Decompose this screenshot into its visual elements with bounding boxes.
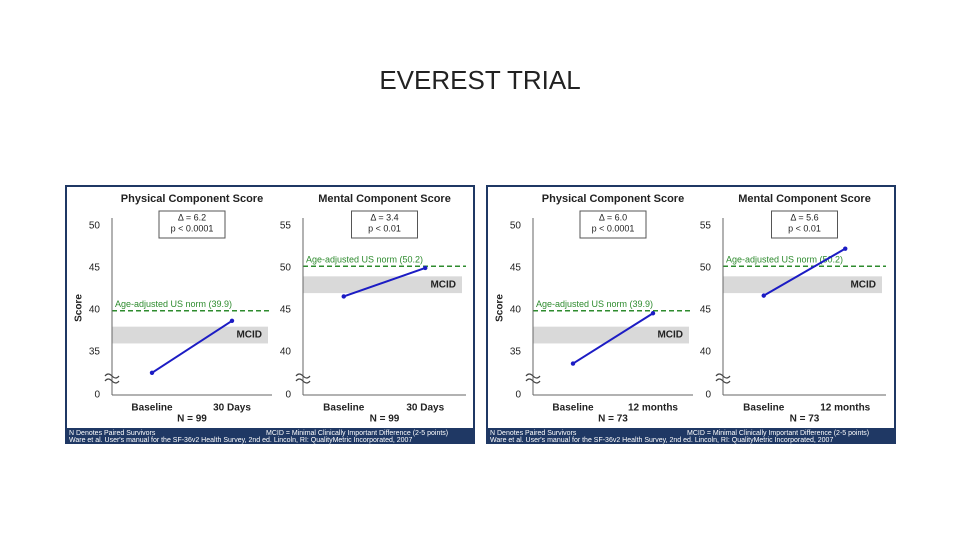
data-point [229,318,235,323]
y-tick-label: 45 [280,305,292,316]
y-tick-label: 35 [89,346,101,357]
data-point [843,246,848,251]
annotation: Δ = 3.4 [370,212,398,222]
mcid-label: MCID [657,330,683,341]
footer-note: MCID = Minimal Clinically Important Diff… [687,430,869,437]
annotation: Δ = 6.0 [599,212,627,222]
data-point [761,293,766,298]
y-tick-label: 40 [700,346,712,357]
annotation: p < 0.01 [368,223,401,233]
axis-break [295,373,311,384]
x-tick-label: Baseline [552,403,594,414]
n-label: N = 99 [370,414,400,425]
annotation-box [158,210,226,239]
n-label: N = 99 [177,414,207,425]
y-tick-label: 50 [89,221,101,232]
chart-title: Physical Component Score [542,193,684,205]
mcid-label: MCID [850,279,876,290]
x-tick-label: 30 Days [213,403,251,414]
x-tick-label: 12 months [628,403,678,414]
slide-title: EVEREST TRIAL [379,65,580,95]
y-tick-label: 50 [280,263,292,274]
annotation: p < 0.0001 [592,223,635,233]
data-point [149,370,155,376]
data-line [343,267,426,298]
mcid-band [303,276,462,294]
y-axis-label: Score [495,294,506,322]
mcid-label: MCID [236,330,262,341]
y-tick-label: 40 [280,346,292,357]
x-tick-label: 12 months [820,403,870,414]
footer-bar [487,428,895,443]
y-tick-label: 45 [510,263,522,274]
chart-title: Mental Component Score [738,193,871,205]
annotation: Δ = 5.6 [790,212,818,222]
annotation: p < 0.0001 [171,223,214,233]
mcid-band [112,326,268,344]
y-tick-label: 0 [285,390,291,401]
norm-label: Age-adjusted US norm (39.9) [115,299,232,309]
footer-note: MCID = Minimal Clinically Important Diff… [266,430,448,437]
footer-note: N Denotes Paired Survivors [490,430,577,437]
x-tick-label: 30 Days [406,403,444,414]
y-tick-label: 40 [510,305,522,316]
norm-label: Age-adjusted US norm (50.2) [726,255,843,265]
y-tick-label: 40 [89,305,101,316]
footer-note: N Denotes Paired Survivors [69,430,156,437]
mcid-label: MCID [430,279,456,290]
annotation-box [579,210,647,239]
n-label: N = 73 [598,414,628,425]
data-line [572,312,654,365]
n-label: N = 73 [790,414,820,425]
y-tick-label: 45 [700,305,712,316]
y-tick-label: 55 [700,221,712,232]
x-tick-label: Baseline [743,403,785,414]
footer-note: Ware et al. User's manual for the SF-36v… [490,437,833,444]
chart-title: Physical Component Score [121,193,263,205]
annotation-box [771,210,838,239]
y-tick-label: 0 [705,390,711,401]
annotation-box [351,210,418,239]
y-tick-label: 0 [94,390,100,401]
annotation: p < 0.01 [788,223,821,233]
data-point [570,361,576,366]
y-axis-label: Score [74,294,85,322]
axis-break [104,373,120,384]
annotation: Δ = 6.2 [178,212,206,222]
y-tick-label: 0 [515,390,521,401]
x-tick-label: Baseline [131,403,173,414]
data-point [341,294,346,299]
norm-label: Age-adjusted US norm (39.9) [536,299,653,309]
y-tick-label: 55 [280,221,292,232]
axis-break [525,373,541,384]
y-tick-label: 45 [89,263,101,274]
chart-title: Mental Component Score [318,193,451,205]
y-tick-label: 50 [510,221,522,232]
norm-label: Age-adjusted US norm (50.2) [306,255,423,265]
footer-note: Ware et al. User's manual for the SF-36v… [69,437,412,444]
data-line [151,319,233,374]
data-point [650,311,656,316]
footer-bar [66,428,474,443]
y-tick-label: 50 [700,263,712,274]
x-tick-label: Baseline [323,403,365,414]
data-line [763,247,846,297]
data-point [423,265,428,271]
mcid-band [723,276,882,294]
y-tick-label: 35 [510,346,522,357]
axis-break [715,373,731,384]
mcid-band [533,326,689,344]
